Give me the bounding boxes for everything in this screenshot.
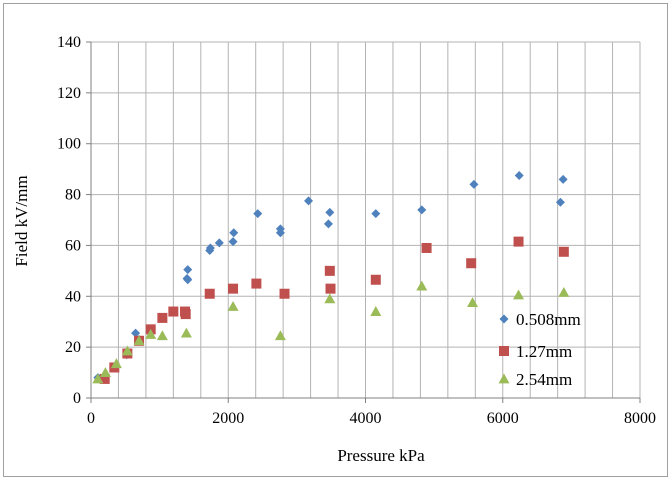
data-point: [228, 283, 239, 294]
data-point: [275, 224, 285, 234]
data-point: [92, 373, 104, 384]
y-tick-label: 80: [65, 187, 81, 204]
data-point: [131, 328, 141, 338]
data-point: [324, 293, 336, 304]
x-tick-label: 4000: [350, 410, 382, 427]
data-point: [228, 237, 238, 247]
data-point: [253, 209, 263, 219]
legend-marker: [498, 373, 510, 384]
legend: 0.508mm 1.27mm 2.54mm: [498, 310, 581, 389]
data-points: [92, 171, 570, 384]
data-point: [251, 278, 262, 289]
data-point: [183, 275, 193, 285]
series-0.508mm: [93, 171, 568, 383]
data-point: [227, 300, 239, 311]
data-point: [145, 328, 157, 339]
y-tick-label: 100: [57, 136, 81, 153]
data-point: [416, 280, 428, 291]
data-point: [558, 286, 570, 297]
y-tick-label: 0: [73, 390, 81, 407]
series-2.54mm: [92, 280, 570, 384]
data-point: [99, 367, 111, 377]
data-point: [279, 288, 290, 299]
y-tick-label: 140: [57, 34, 81, 51]
legend-label: 0.508mm: [516, 310, 581, 329]
legend-label: 1.27mm: [516, 342, 572, 361]
data-point: [180, 327, 192, 338]
x-tick-label: 8000: [624, 410, 656, 427]
data-point: [205, 243, 215, 253]
data-point: [324, 265, 335, 276]
x-tick-label: 0: [87, 410, 95, 427]
data-point: [555, 197, 565, 207]
data-point: [421, 242, 432, 253]
data-point: [110, 358, 122, 369]
data-point: [558, 174, 568, 184]
data-point: [467, 297, 479, 308]
data-point: [325, 207, 335, 217]
y-tick-label: 120: [57, 85, 81, 102]
data-point: [99, 373, 110, 384]
data-point: [121, 345, 133, 356]
legend-marker: [499, 314, 509, 324]
x-tick-label: 6000: [487, 410, 519, 427]
y-axis-title: Field kV/mm: [12, 175, 31, 266]
data-point: [304, 196, 314, 206]
data-point: [274, 330, 286, 341]
data-point: [469, 179, 479, 189]
y-tick-label: 20: [65, 339, 81, 356]
data-point: [558, 246, 569, 257]
y-tick-label: 40: [65, 288, 81, 305]
data-point: [370, 274, 381, 285]
data-point: [183, 265, 193, 275]
x-tick-label: 2000: [212, 410, 244, 427]
legend-marker: [499, 346, 509, 356]
data-point: [214, 238, 224, 248]
axes: [86, 41, 641, 403]
data-point: [133, 335, 145, 346]
data-point: [180, 309, 191, 320]
data-point: [513, 289, 525, 300]
data-point: [156, 330, 168, 341]
data-point: [370, 306, 382, 316]
data-point: [325, 283, 336, 294]
data-point: [168, 306, 179, 317]
data-point: [514, 171, 524, 180]
data-point: [513, 236, 524, 247]
data-point: [323, 219, 333, 229]
y-tick-labels: 0 20 40 60 80 100 120 140: [57, 34, 81, 407]
data-point: [229, 228, 239, 238]
x-tick-labels: 0 2000 4000 6000 8000: [87, 410, 656, 427]
data-point: [157, 312, 168, 323]
data-point: [371, 209, 381, 219]
data-point: [466, 258, 477, 269]
x-axis-title: Pressure kPa: [337, 446, 425, 465]
series-1.27mm: [99, 236, 569, 384]
legend-label: 2.54mm: [516, 370, 572, 389]
data-point: [204, 288, 215, 299]
y-tick-label: 60: [65, 237, 81, 254]
data-point: [417, 205, 427, 215]
